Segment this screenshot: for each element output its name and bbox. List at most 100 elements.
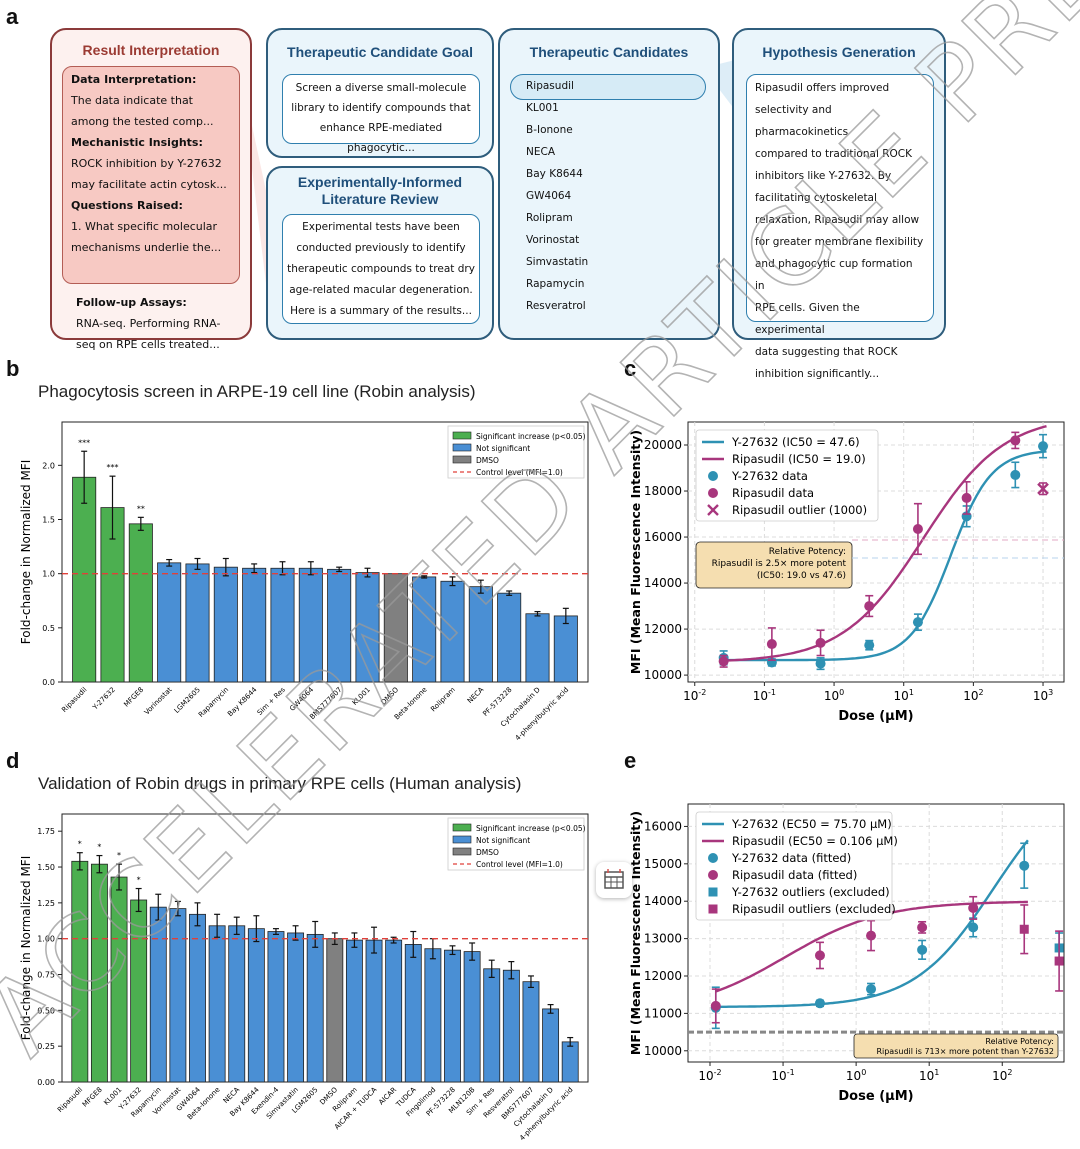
y-tick-label: 1.5 [42, 516, 55, 525]
legend-label: Ripasudil data [732, 486, 814, 500]
panel-label-e: e [624, 748, 637, 773]
legend-label: Ripasudil data (fitted) [732, 868, 857, 882]
bar [561, 1041, 579, 1083]
y-tick-label: 0.00 [37, 1078, 55, 1087]
x-tick-label: Rolipram [429, 686, 457, 714]
candidate-item[interactable]: Rapamycin [526, 278, 585, 290]
y-axis-label: Fold-change in Normalized MFI [19, 856, 33, 1041]
candidate-item[interactable]: Ripasudil [526, 80, 574, 92]
data-point [1010, 469, 1021, 480]
follow-up-label: Follow-up Assays: [76, 296, 187, 309]
significance-stars: * [137, 876, 141, 885]
data-point [1038, 441, 1049, 452]
data-point [968, 902, 979, 913]
data-point [814, 998, 825, 1009]
plot-frame [61, 813, 589, 1083]
bar [327, 568, 352, 683]
hypothesis-line: Ripasudil offers improved [755, 82, 890, 94]
y-tick-label: 12000 [644, 969, 682, 983]
follow-up-line: RNA-seq. Performing RNA- [76, 317, 221, 330]
candidate-item[interactable]: Vorinostat [526, 234, 580, 246]
candidate-item[interactable]: Rolipram [526, 212, 573, 224]
literature-review-line: age-related macular degeneration. [289, 284, 473, 296]
y-tick-label: 11000 [644, 1006, 682, 1020]
y-tick-label: 15000 [644, 857, 682, 871]
bar [326, 938, 344, 1083]
x-tick-label: 10-1 [753, 688, 776, 703]
x-tick-label: Y-27632 [91, 686, 117, 712]
y-tick-label: 13000 [644, 932, 682, 946]
legend-label: Ripasudil outliers (excluded) [732, 902, 896, 916]
outlier-marker [1019, 924, 1029, 934]
y-tick-label: 1.75 [37, 827, 55, 836]
x-tick-label: 101 [919, 1068, 939, 1083]
y-tick-label: 0.25 [37, 1042, 55, 1051]
x-tick-label: LGM2605 [173, 686, 202, 715]
data-point [968, 922, 979, 933]
legend-swatch [707, 504, 719, 516]
bar [149, 906, 167, 1083]
legend-swatch [708, 904, 718, 914]
annotation-text: Ripasudil is 2.5× more potent [712, 559, 847, 569]
data-interpretation-line: The data indicate that [71, 94, 193, 107]
literature-review-line: therapeutic compounds to treat dry [287, 263, 475, 275]
y-axis-label: Fold-change in Normalized MFI [19, 460, 33, 645]
legend-label: Not significant [476, 444, 530, 453]
legend-label: Ripasudil (IC50 = 19.0) [732, 452, 866, 466]
questions-raised-line: mechanisms underlie the... [71, 241, 222, 254]
x-tick-label: MFGE8 [81, 1086, 104, 1109]
x-tick-label: 4-phenylbutyric acid [514, 686, 570, 742]
bar [345, 939, 363, 1083]
y-tick-label: 1.50 [37, 863, 55, 872]
x-tick-label: 103 [1033, 688, 1053, 703]
candidate-item[interactable]: B-Ionone [526, 124, 573, 136]
goal-title: Therapeutic Candidate Goal [287, 44, 473, 60]
candidate-item[interactable]: NECA [526, 146, 556, 158]
chart-e: 10000 11000 12000 13000 14000 15000 16000 10-2 1… [628, 803, 1065, 1104]
questions-raised-label: Questions Raised: [71, 199, 183, 212]
bar [71, 860, 89, 1083]
y-tick-label: 14000 [644, 894, 682, 908]
bar [365, 939, 383, 1083]
candidate-item[interactable]: KL001 [526, 102, 559, 114]
y-tick-label: 14000 [644, 576, 682, 590]
x-tick-label: 101 [894, 688, 914, 703]
bar [306, 933, 324, 1083]
hypothesis-line: RPE cells. Given the experimental [755, 302, 860, 336]
table-view-button[interactable] [596, 862, 632, 898]
candidate-item[interactable]: Resveratrol [526, 300, 586, 312]
legend-swatch [708, 471, 718, 481]
panel-label-a: a [6, 4, 19, 29]
y-tick-label: 2.0 [42, 461, 55, 470]
mechanistic-insights-line: ROCK inhibition by Y-27632 [71, 157, 222, 170]
x-tick-label: Rapamycin [197, 686, 230, 719]
chart-c: 10000 12000 14000 16000 18000 20000 10-2 10-1 10… [628, 421, 1065, 724]
hypothesis-title: Hypothesis Generation [762, 44, 916, 60]
annotation-box [853, 1033, 1059, 1059]
bar [189, 913, 206, 1083]
annotation-text: Ripasudil is 713× more potent than Y-276… [876, 1047, 1054, 1056]
fit-curve [723, 450, 1047, 662]
significance-stars: * [97, 843, 101, 852]
candidate-item[interactable]: Bay K8644 [526, 168, 583, 180]
bar [185, 563, 210, 683]
hypothesis-line: data suggesting that ROCK [755, 346, 898, 358]
bar [355, 572, 380, 683]
x-tick-label: Ripasudil [60, 686, 88, 714]
result-interpretation-title: Result Interpretation [82, 42, 220, 58]
literature-review-line: Here is a summary of the results... [290, 305, 472, 317]
data-point [912, 523, 923, 534]
legend-label: Significant increase (p<0.05) [476, 432, 586, 441]
x-tick-label: 102 [963, 688, 983, 703]
plot-frame [61, 421, 589, 683]
bar [169, 908, 187, 1083]
candidate-item[interactable]: GW4064 [526, 190, 572, 202]
candidate-item[interactable]: Simvastatin [526, 256, 589, 268]
bar [208, 925, 226, 1083]
x-axis-label: Dose (µM) [838, 709, 913, 724]
goal-line: enhance RPE-mediated phagocytic... [319, 122, 443, 154]
y-tick-label: 18000 [644, 484, 682, 498]
bar [72, 476, 97, 683]
hypothesis-line: inhibition significantly... [755, 368, 880, 380]
bar [525, 613, 550, 683]
